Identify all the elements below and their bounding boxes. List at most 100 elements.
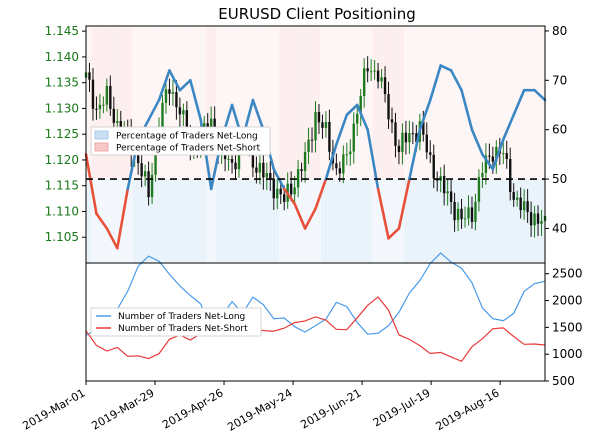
candle-body-25 <box>171 92 175 94</box>
bg-band-upper-24 <box>331 26 342 180</box>
bg-band-lower-35 <box>445 179 457 263</box>
candle-body-27 <box>178 107 182 115</box>
candle-body-53 <box>269 173 272 179</box>
bg-band-lower-12 <box>205 179 217 263</box>
candle-body-78 <box>356 113 359 124</box>
percentage-axis: 40 50 60 70 80 <box>545 24 567 235</box>
bg-band-upper-6 <box>143 26 154 180</box>
candle-body-104 <box>446 191 449 194</box>
pct-line-seg-33 <box>428 64 442 102</box>
bg-band-lower-13 <box>216 179 227 263</box>
candle-body-99 <box>429 152 432 155</box>
candle-body-97 <box>422 121 425 135</box>
candle-body-44 <box>237 144 241 170</box>
date-tick-label-1: 2019-Mar-29 <box>89 386 156 432</box>
candle-body-43 <box>234 162 237 170</box>
count-tick-label-4: 2500 <box>552 267 583 281</box>
candle-body-72 <box>335 163 338 169</box>
bg-band-upper-18 <box>268 26 279 180</box>
bg-band-upper-31 <box>404 26 415 180</box>
candle-body-105 <box>449 191 453 202</box>
bg-band-upper-38 <box>477 26 488 180</box>
candle-body-55 <box>276 188 279 199</box>
bg-band-lower-8 <box>164 179 175 263</box>
candle-body-56 <box>279 188 282 195</box>
pct-line-seg-28 <box>376 187 390 240</box>
pct-line-seg-21 <box>303 207 317 230</box>
candle-body-19 <box>150 174 154 198</box>
pct-line-seg-26 <box>355 103 369 131</box>
candle-body-85 <box>380 77 383 82</box>
candle-body-121 <box>505 153 508 160</box>
date-tick-label-5: 2019-Jul-19 <box>371 386 433 429</box>
legend-label-net-short-count: Number of Traders Net-Short <box>118 324 248 334</box>
candle-body-91 <box>401 132 404 153</box>
bottom-panel-frame <box>85 262 546 382</box>
candle-body-24 <box>168 89 171 94</box>
bg-band-upper-40 <box>498 26 509 180</box>
candle-body-66 <box>314 111 317 141</box>
pct-line-seg-40 <box>501 113 516 141</box>
candle-body-95 <box>415 133 418 142</box>
bg-band-lower-18 <box>268 179 279 263</box>
bg-band-lower-5 <box>132 179 144 263</box>
candle-body-41 <box>227 159 230 161</box>
candle-body-23 <box>164 89 168 103</box>
candle-body-112 <box>474 201 477 222</box>
bg-band-upper-5 <box>132 26 144 180</box>
pct-line-seg-24 <box>335 113 349 146</box>
pct-line-seg-2 <box>105 227 119 250</box>
bg-band-upper-10 <box>185 26 196 180</box>
bg-band-upper-17 <box>258 26 269 180</box>
legend-label-net-long-pct: Percentage of Traders Net-Long <box>116 132 258 142</box>
series-line-net-short <box>85 296 546 363</box>
candle-body-67 <box>317 111 321 123</box>
bottom-legend: Number of Traders Net-Long Number of Tra… <box>90 307 262 337</box>
bg-band-lower-25 <box>341 179 353 263</box>
candle-body-34 <box>203 123 206 130</box>
candle-body-15 <box>136 152 140 164</box>
count-tick-label-3: 2000 <box>552 294 583 308</box>
pct-line-seg-39 <box>491 138 505 171</box>
bg-band-upper-25 <box>341 26 353 180</box>
candle-body-3 <box>95 108 98 110</box>
candle-body-115 <box>484 155 488 173</box>
bg-band-upper-3 <box>112 26 123 180</box>
candle-body-28 <box>182 110 185 115</box>
bg-band-upper-35 <box>445 26 457 180</box>
date-axis: 2019-Mar-01 2019-Mar-29 2019-Apr-26 2019-Ma… <box>20 381 502 434</box>
bg-band-lower-16 <box>247 179 259 263</box>
candle-body-113 <box>477 177 481 202</box>
candle-body-57 <box>283 194 286 202</box>
candle-body-94 <box>411 133 415 135</box>
candle-body-110 <box>467 207 470 219</box>
candle-body-87 <box>387 94 390 120</box>
candle-body-5 <box>102 104 105 106</box>
candle-body-49 <box>255 167 258 173</box>
candle-body-74 <box>342 154 345 174</box>
bg-band-lower-22 <box>310 179 321 263</box>
pct-line-seg-20 <box>293 202 307 230</box>
candle-body-86 <box>383 77 387 95</box>
bg-band-upper-15 <box>237 26 248 180</box>
candle-body-42 <box>230 159 234 163</box>
price-tick-label-7: 1.140 <box>45 50 79 64</box>
bg-band-lower-1 <box>91 179 102 263</box>
bg-band-upper-26 <box>352 26 363 180</box>
candle-body-90 <box>397 145 401 153</box>
candle-body-128 <box>529 212 533 226</box>
candle-body-1 <box>88 72 91 80</box>
pct-line-seg-31 <box>408 128 422 181</box>
candle-body-22 <box>161 102 164 129</box>
bg-band-upper-12 <box>205 26 217 180</box>
candle-body-125 <box>519 197 522 211</box>
pct-line-seg-34 <box>439 64 453 72</box>
candle-body-29 <box>185 110 189 137</box>
bg-band-upper-41 <box>508 26 519 180</box>
bg-band-lower-33 <box>425 179 436 263</box>
candle-body-114 <box>481 172 484 178</box>
pct-line-seg-6 <box>147 98 161 122</box>
candle-body-2 <box>91 79 95 109</box>
count-tick-label-1: 1000 <box>552 347 583 361</box>
